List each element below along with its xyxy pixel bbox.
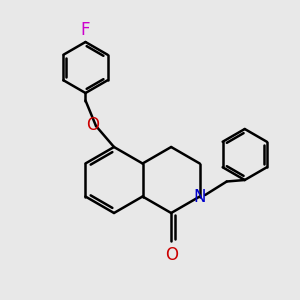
Text: O: O [86,116,100,134]
Text: O: O [165,245,178,264]
Text: F: F [81,21,90,39]
Text: N: N [194,188,206,206]
